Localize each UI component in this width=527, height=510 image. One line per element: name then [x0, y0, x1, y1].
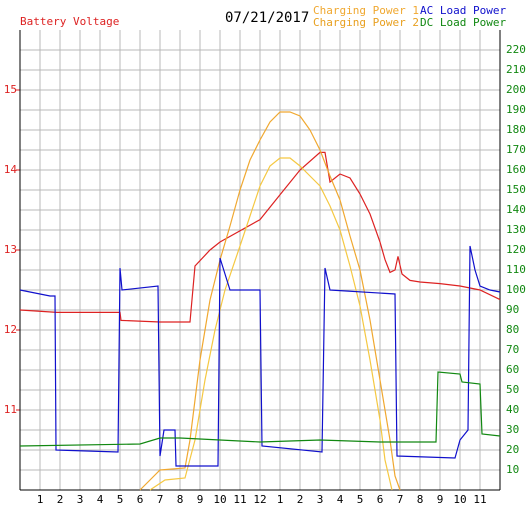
- y2-tick-label: 160: [506, 163, 526, 176]
- y2-tick-label: 210: [506, 63, 526, 76]
- x-tick-label: 7: [397, 493, 404, 506]
- legend-entry: DC Load Power: [420, 16, 506, 29]
- y2-tick-label: 20: [506, 443, 519, 456]
- x-tick-label: 7: [157, 493, 164, 506]
- y2-tick-label: 60: [506, 363, 519, 376]
- series-line: [19, 371, 501, 447]
- chart-title: 07/21/2017: [225, 10, 309, 26]
- y2-tick-label: 140: [506, 203, 526, 216]
- y2-tick-label: 190: [506, 103, 526, 116]
- x-tick-label: 12: [253, 493, 266, 506]
- legend-entry: Charging Power 2: [313, 16, 419, 29]
- y2-tick-label: 130: [506, 223, 526, 236]
- y-tick-label: 15: [4, 83, 17, 96]
- x-tick-label: 4: [337, 493, 344, 506]
- series-line: [19, 245, 501, 467]
- x-tick-label: 1: [277, 493, 284, 506]
- y2-tick-label: 10: [506, 463, 519, 476]
- x-tick-label: 3: [77, 493, 84, 506]
- y-tick-label: 12: [4, 323, 17, 336]
- x-tick-label: 6: [137, 493, 144, 506]
- series-line: [19, 151, 501, 323]
- y-tick-label: 13: [4, 243, 17, 256]
- y2-tick-label: 150: [506, 183, 526, 196]
- y-tick-label: 14: [4, 163, 18, 176]
- y2-tick-label: 200: [506, 83, 526, 96]
- x-tick-label: 9: [197, 493, 204, 506]
- x-tick-label: 11: [233, 493, 246, 506]
- y-tick-label: 11: [4, 403, 17, 416]
- legend-entry: AC Load Power: [420, 4, 506, 17]
- x-tick-label: 8: [417, 493, 424, 506]
- x-tick-label: 6: [377, 493, 384, 506]
- y2-tick-label: 100: [506, 283, 526, 296]
- x-tick-label: 3: [317, 493, 324, 506]
- legend-entry: Charging Power 1: [313, 4, 419, 17]
- x-tick-label: 2: [297, 493, 304, 506]
- series-line: [139, 111, 401, 491]
- y2-tick-label: 80: [506, 323, 519, 336]
- y2-tick-label: 70: [506, 343, 519, 356]
- y-axis-title: Battery Voltage: [20, 15, 119, 28]
- x-tick-label: 5: [357, 493, 364, 506]
- x-tick-label: 11: [473, 493, 486, 506]
- y2-tick-label: 90: [506, 303, 519, 316]
- y2-tick-label: 30: [506, 423, 519, 436]
- x-tick-label: 10: [213, 493, 226, 506]
- series-line: [149, 157, 393, 491]
- y2-tick-label: 120: [506, 243, 526, 256]
- y2-tick-label: 40: [506, 403, 519, 416]
- y2-tick-label: 180: [506, 123, 526, 136]
- x-tick-label: 2: [57, 493, 64, 506]
- y2-tick-label: 110: [506, 263, 526, 276]
- x-tick-label: 8: [177, 493, 184, 506]
- y2-tick-label: 220: [506, 43, 526, 56]
- y2-tick-label: 50: [506, 383, 519, 396]
- x-tick-label: 1: [37, 493, 44, 506]
- x-tick-label: 4: [97, 493, 104, 506]
- y2-tick-label: 170: [506, 143, 526, 156]
- x-tick-label: 10: [453, 493, 466, 506]
- x-tick-label: 5: [117, 493, 124, 506]
- x-tick-label: 9: [437, 493, 444, 506]
